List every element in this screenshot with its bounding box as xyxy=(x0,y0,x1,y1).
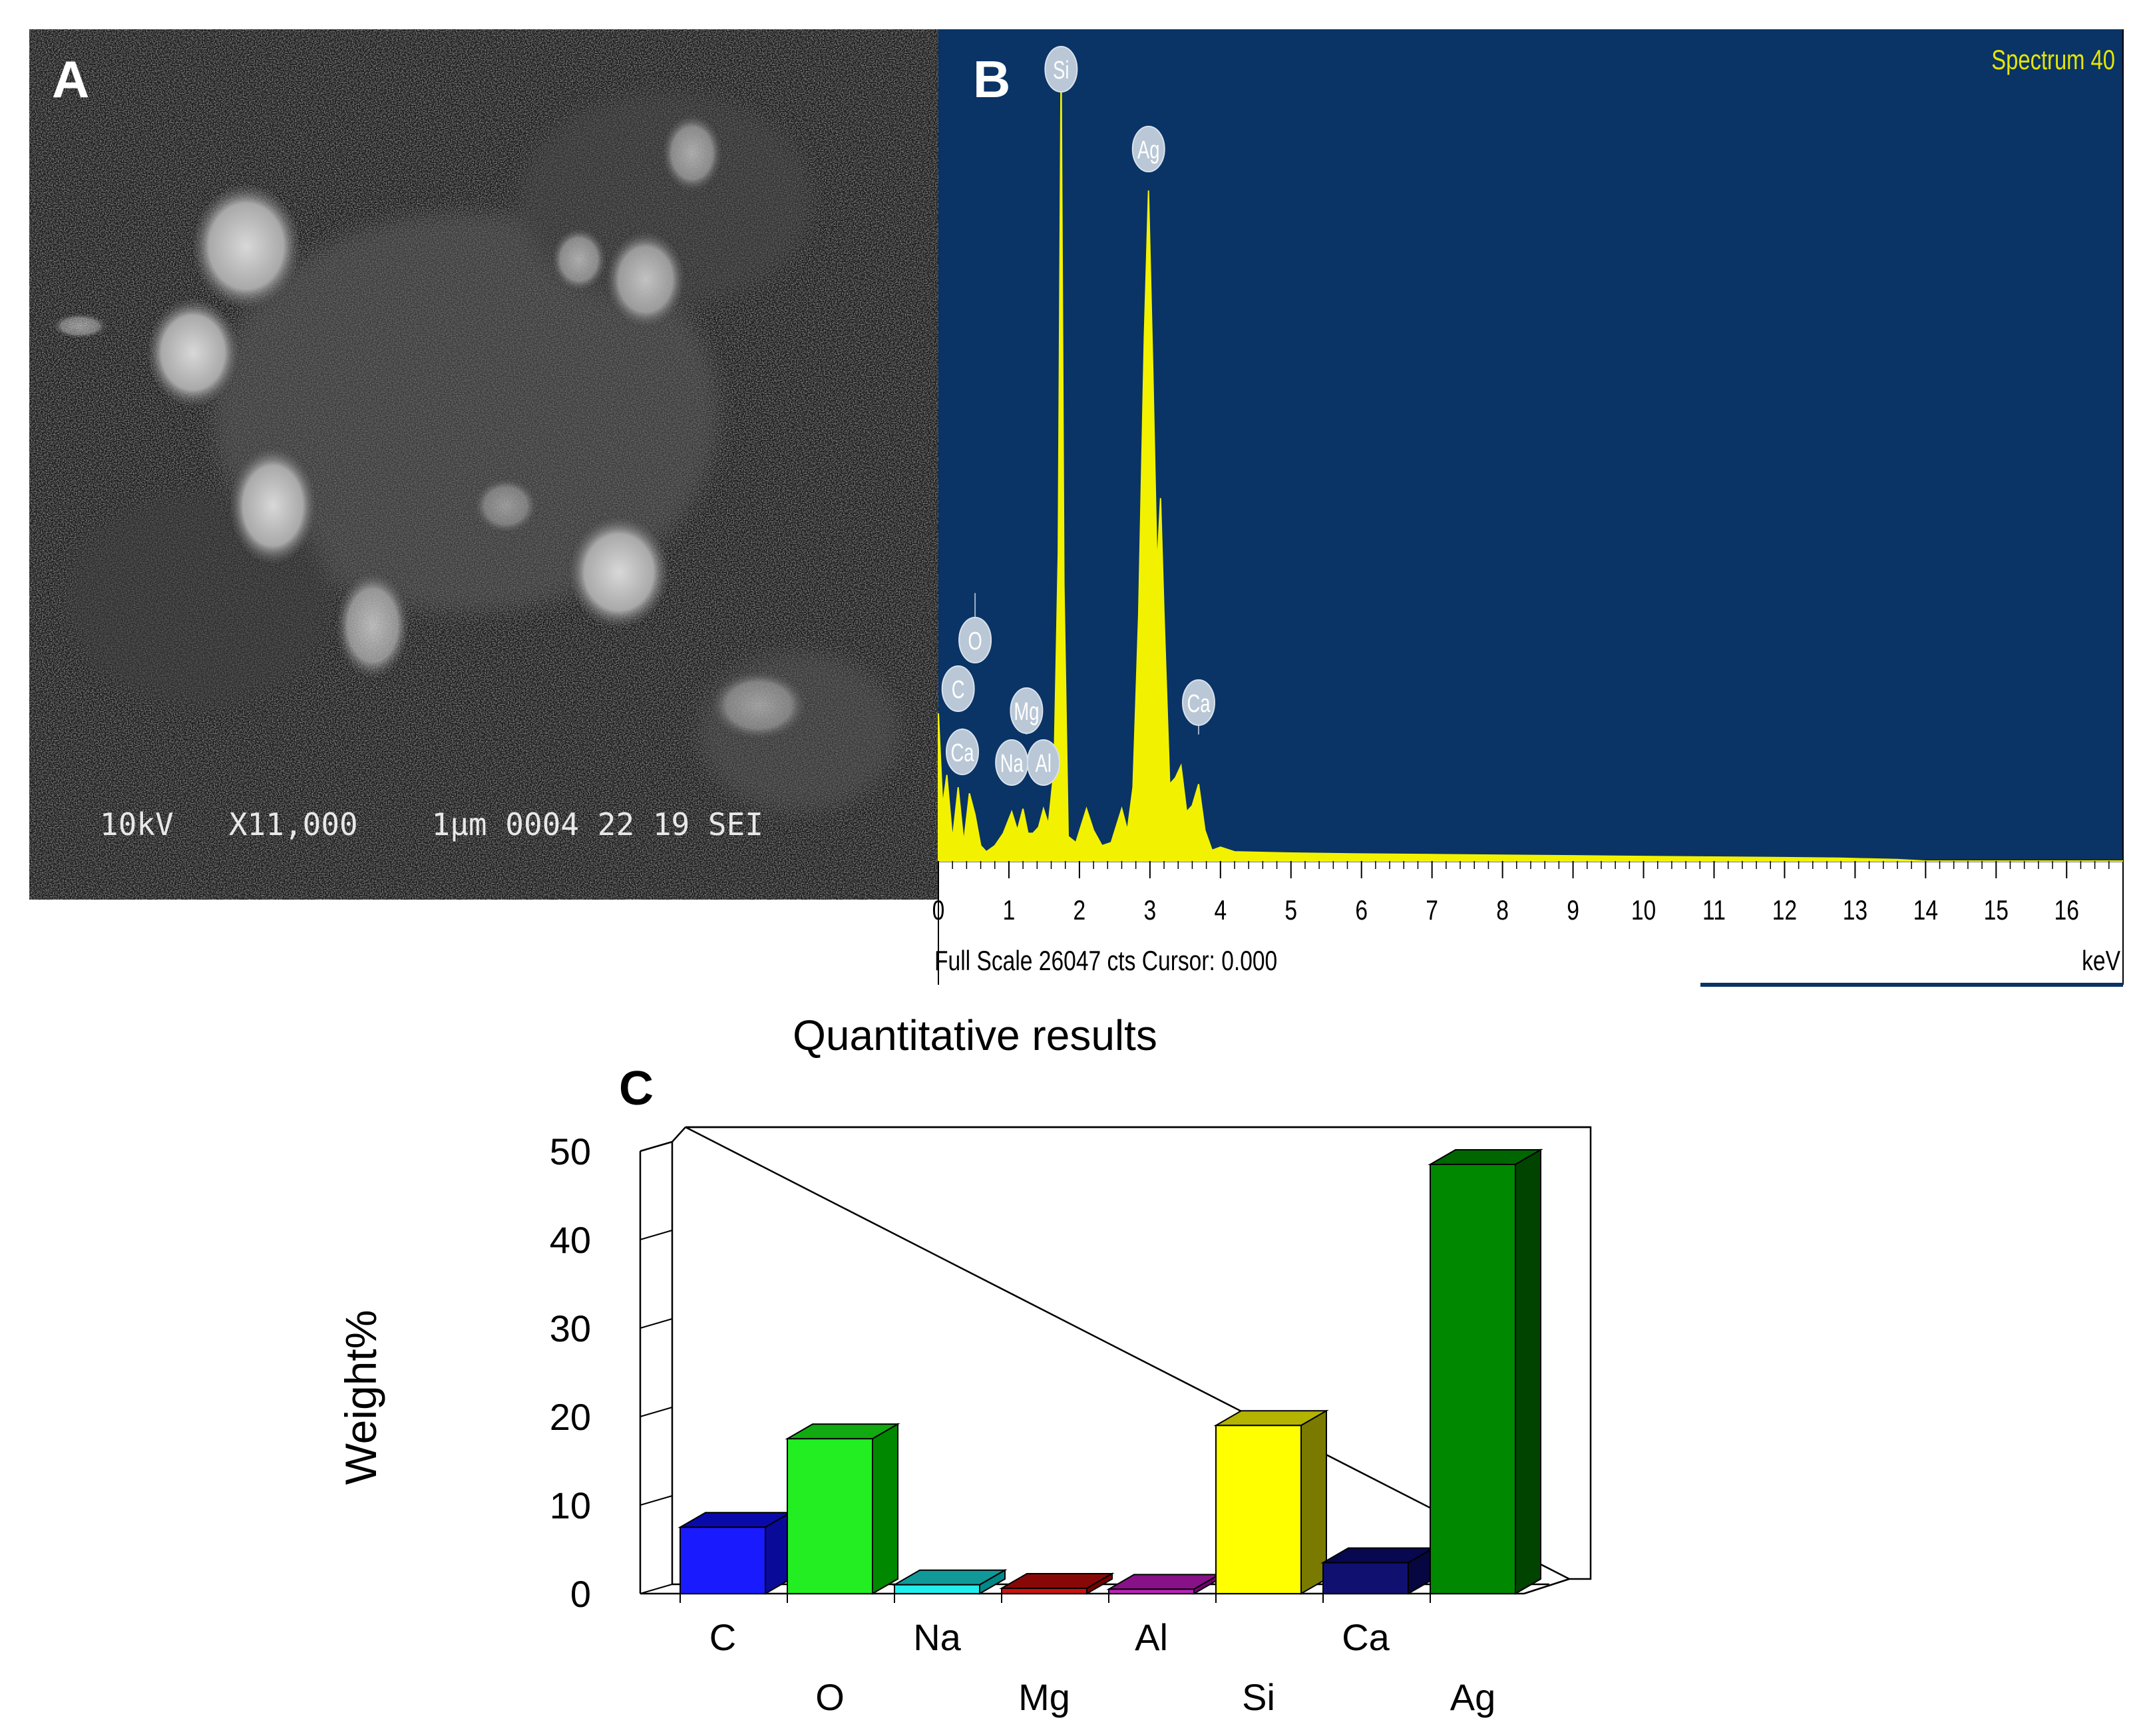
peak-label-o-1: O xyxy=(958,593,992,663)
sem-info-bar: 10kV X11,000 1µm 0004 22 19 SEI xyxy=(100,806,763,842)
y-tick-label-50: 50 xyxy=(550,1130,591,1172)
x-tick-label-6: 6 xyxy=(1355,896,1368,926)
svg-text:Ag: Ag xyxy=(1137,136,1159,164)
peak-label-ca-2: Ca xyxy=(946,728,980,775)
x-tick-label-9: 9 xyxy=(1567,896,1579,926)
peak-labels: CO Ca Na Mg Al Si Ag Ca xyxy=(941,46,1215,786)
x-label-mg: Mg xyxy=(1018,1676,1070,1718)
x-tick-label-3: 3 xyxy=(1144,896,1157,926)
x-tick-label-13: 13 xyxy=(1843,896,1867,926)
peak-label-ag-7: Ag xyxy=(1131,126,1165,172)
y-axis-ticks: 0 10 20 30 40 50 xyxy=(550,1130,673,1615)
x-tick-label-0: 0 xyxy=(932,896,945,926)
peak-label-ca-8: Ca xyxy=(1181,679,1215,735)
bars xyxy=(678,1148,1543,1595)
spectrum-background xyxy=(938,29,2123,861)
panel-b-label: B xyxy=(973,50,1010,108)
spectrum-footer: Full Scale 26047 cts Cursor: 0.000 xyxy=(934,946,1277,977)
svg-text:O: O xyxy=(968,627,982,655)
peak-label-na-3: Na xyxy=(995,739,1029,786)
bar-mg xyxy=(999,1572,1115,1595)
chart-title: Quantitative results xyxy=(793,1011,1157,1059)
x-tick-label-12: 12 xyxy=(1772,896,1797,926)
bar-al xyxy=(1106,1573,1222,1595)
x-tick-label-5: 5 xyxy=(1284,896,1297,926)
x-tick-label-1: 1 xyxy=(1003,896,1016,926)
x-label-c: C xyxy=(709,1616,736,1658)
bar-c xyxy=(678,1511,793,1595)
x-label-al: Al xyxy=(1135,1616,1168,1658)
x-label-si: Si xyxy=(1242,1676,1275,1718)
x-tick-label-15: 15 xyxy=(1984,896,2009,926)
x-axis-unit: keV xyxy=(2082,946,2120,977)
sem-micrograph: A 10kV X11,000 1µm 0004 22 19 SEI xyxy=(29,29,938,900)
svg-text:Mg: Mg xyxy=(1014,698,1039,726)
bar-na xyxy=(892,1568,1008,1595)
y-tick-label-40: 40 xyxy=(550,1219,591,1261)
quantitative-bar-chart: Quantitative results C Weight% 0 10 20 30 40… xyxy=(336,1011,1592,1718)
bar-ag xyxy=(1428,1148,1543,1595)
bar-si xyxy=(1213,1409,1329,1595)
spectrum-trace xyxy=(938,59,2123,862)
svg-text:Si: Si xyxy=(1053,57,1069,85)
y-tick-label-20: 20 xyxy=(550,1396,591,1438)
peak-label-si-6: Si xyxy=(1044,46,1078,92)
panel-a-label: A xyxy=(52,50,89,108)
x-tick-label-14: 14 xyxy=(1913,896,1938,926)
y-tick-label-30: 30 xyxy=(550,1307,591,1349)
y-axis-label: Weight% xyxy=(336,1310,385,1485)
x-axis-ticks: 0 1 2 3 4 5 6 7 8 9 10 11 12 13 14 15 16 xyxy=(932,861,2110,926)
x-tick-label-11: 11 xyxy=(1702,896,1726,926)
peak-label-al-5: Al xyxy=(1026,739,1060,786)
panel-c-label: C xyxy=(619,1062,654,1115)
bar-o xyxy=(785,1423,900,1595)
x-tick-label-2: 2 xyxy=(1074,896,1086,926)
spectrum-title: Spectrum 40 xyxy=(1991,44,2115,75)
x-label-o: O xyxy=(815,1676,845,1718)
x-tick-label-7: 7 xyxy=(1426,896,1438,926)
y-tick-label-0: 0 xyxy=(570,1573,591,1615)
x-axis-labels: C O Na Mg Al Si Ca Ag xyxy=(680,1594,1495,1718)
x-tick-label-4: 4 xyxy=(1214,896,1227,926)
peak-label-c-0: C xyxy=(941,665,975,712)
svg-text:Na: Na xyxy=(1000,750,1024,778)
svg-text:Al: Al xyxy=(1036,750,1052,778)
svg-text:Ca: Ca xyxy=(951,739,974,767)
peak-label-mg-4: Mg xyxy=(1010,687,1044,735)
x-label-na: Na xyxy=(913,1616,961,1658)
svg-text:Ca: Ca xyxy=(1187,690,1210,718)
x-tick-label-8: 8 xyxy=(1496,896,1509,926)
x-tick-label-16: 16 xyxy=(2054,896,2079,926)
svg-text:C: C xyxy=(952,676,965,704)
y-tick-label-10: 10 xyxy=(550,1484,591,1526)
sem-grains xyxy=(53,116,805,739)
x-label-ag: Ag xyxy=(1450,1676,1496,1718)
x-tick-label-10: 10 xyxy=(1631,896,1656,926)
bar-ca xyxy=(1320,1546,1436,1595)
x-label-ca: Ca xyxy=(1342,1616,1390,1658)
